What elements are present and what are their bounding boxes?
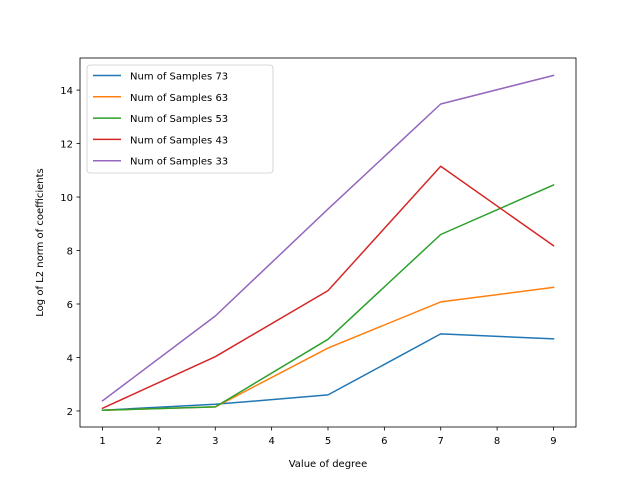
- legend-label: Num of Samples 33: [130, 157, 228, 168]
- legend-label: Num of Samples 73: [130, 72, 228, 83]
- legend-box: [86, 64, 274, 174]
- x-tick-label: 8: [494, 436, 500, 447]
- plot-lines: [101, 74, 555, 411]
- y-axis-label: Log of L2 norm of coefficients: [35, 168, 46, 316]
- x-tick-label: 3: [212, 436, 218, 447]
- legend-label: Num of Samples 63: [130, 93, 228, 104]
- y-tick-label: 12: [60, 140, 73, 151]
- y-tick-label: 10: [60, 193, 73, 204]
- legend-label: Num of Samples 53: [130, 114, 228, 125]
- series-line-4: [101, 165, 555, 410]
- x-tick-label: 4: [268, 436, 274, 447]
- y-tick-label: 6: [67, 300, 73, 311]
- series-line-1: [101, 333, 555, 411]
- x-axis: 1 2 3 4 5 6 7 8 9: [99, 427, 557, 447]
- legend-label: Num of Samples 43: [130, 135, 228, 146]
- x-tick-label: 1: [99, 436, 105, 447]
- series-line-3: [101, 184, 555, 411]
- y-tick-label: 2: [67, 407, 73, 418]
- y-tick-label: 14: [60, 86, 73, 97]
- series-line-5: [101, 74, 555, 402]
- legend: Num of Samples 73 Num of Samples 63 Num of…: [86, 64, 274, 174]
- x-axis-label: Value of degree: [289, 459, 368, 470]
- x-tick-label: 7: [438, 436, 444, 447]
- x-tick-label: 5: [325, 436, 331, 447]
- y-axis: 2 4 6 8 10 12 14: [60, 86, 80, 418]
- y-tick-label: 8: [67, 247, 73, 258]
- x-tick-label: 9: [550, 436, 556, 447]
- x-tick-label: 2: [156, 436, 162, 447]
- y-tick-label: 4: [67, 353, 73, 364]
- x-tick-label: 6: [381, 436, 387, 447]
